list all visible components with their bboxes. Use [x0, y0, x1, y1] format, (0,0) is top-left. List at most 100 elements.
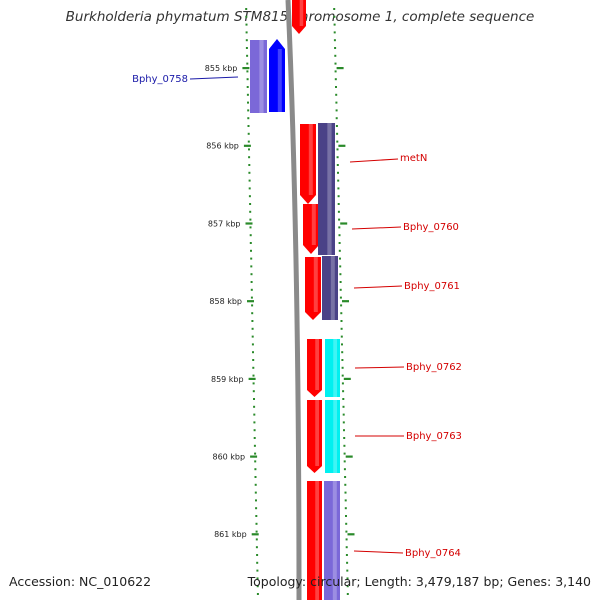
minor-tick: [248, 156, 251, 159]
minor-tick: [338, 234, 341, 237]
minor-tick: [340, 320, 343, 322]
minor-tick: [338, 242, 341, 244]
minor-tick: [246, 86, 249, 88]
leader-line: [189, 76, 239, 80]
major-tick-left: [251, 533, 259, 536]
minor-tick: [254, 452, 257, 455]
minor-tick: [252, 382, 255, 385]
gene-arrow-cyan-1: [325, 339, 340, 397]
minor-tick: [345, 554, 348, 556]
major-tick-right: [336, 67, 344, 70]
gene-label-metn[interactable]: metN: [400, 153, 427, 164]
minor-tick: [336, 156, 339, 159]
minor-tick: [254, 483, 257, 486]
minor-tick: [248, 179, 251, 182]
minor-tick: [249, 226, 252, 229]
minor-tick: [346, 585, 349, 588]
gene-features: [250, 0, 340, 600]
minor-tick: [245, 47, 248, 49]
minor-tick: [256, 561, 259, 564]
leader-line: [353, 550, 404, 554]
minor-tick: [336, 164, 339, 166]
major-tick-right: [342, 300, 349, 303]
minor-tick: [334, 54, 337, 57]
gene-arrow-bphy-0762: [307, 339, 322, 397]
minor-tick: [255, 538, 258, 541]
minor-tick: [250, 281, 253, 283]
minor-tick: [343, 437, 346, 439]
minor-tick: [340, 335, 343, 338]
minor-tick: [254, 491, 257, 494]
leader-line: [351, 226, 402, 230]
major-tick-left: [245, 222, 253, 225]
minor-tick: [248, 148, 250, 151]
minor-tick: [344, 507, 347, 510]
gene-label-bphy-0764[interactable]: Bphy_0764: [405, 548, 461, 559]
minor-tick: [248, 164, 251, 166]
major-tick-right: [340, 222, 348, 225]
minor-tick: [247, 117, 250, 120]
minor-tick: [245, 23, 248, 26]
minor-tick: [254, 460, 257, 463]
minor-tick: [250, 296, 253, 299]
gene-label-bphy-0758[interactable]: Bphy_0758: [132, 74, 188, 85]
minor-tick: [247, 109, 250, 112]
minor-tick: [247, 140, 250, 143]
minor-tick: [253, 437, 256, 439]
gene-label-bphy-0762[interactable]: Bphy_0762: [406, 362, 462, 373]
minor-tick: [341, 366, 344, 369]
gene-label-bphy-0761[interactable]: Bphy_0761: [404, 281, 460, 292]
minor-tick: [249, 203, 252, 205]
minor-tick: [345, 522, 348, 525]
minor-tick: [333, 31, 336, 34]
kbp-label: 859 kbp: [211, 375, 244, 384]
chromosome-backbone: [285, 0, 302, 600]
major-tick-left: [248, 377, 256, 380]
minor-tick: [344, 483, 347, 486]
minor-tick: [247, 132, 250, 135]
minor-tick: [252, 366, 255, 369]
minor-tick: [252, 390, 255, 393]
minor-tick: [343, 429, 345, 432]
gene-arrow-bphy-0764: [307, 481, 322, 600]
minor-tick: [339, 257, 341, 260]
minor-tick: [255, 546, 258, 549]
minor-tick: [337, 210, 340, 213]
minor-tick: [344, 491, 347, 494]
minor-tick: [251, 343, 254, 346]
gene-label-bphy-0763[interactable]: Bphy_0763: [406, 431, 462, 442]
minor-tick: [336, 148, 339, 151]
gene-arrow-reverse-dark-2: [322, 256, 338, 320]
minor-tick: [340, 327, 343, 330]
minor-tick: [246, 62, 249, 65]
kbp-label: 861 kbp: [214, 530, 247, 539]
minor-tick: [337, 171, 339, 174]
minor-tick: [335, 125, 338, 127]
minor-tick: [334, 47, 337, 49]
minor-tick: [255, 522, 258, 525]
minor-tick: [255, 515, 258, 517]
minor-tick: [251, 312, 254, 315]
minor-tick: [253, 444, 256, 447]
minor-tick: [250, 273, 253, 276]
minor-tick: [333, 8, 336, 10]
gene-arrow-reverse-dark-1: [318, 123, 335, 255]
minor-tick: [335, 86, 337, 88]
minor-tick: [251, 304, 254, 307]
minor-tick: [256, 593, 259, 595]
major-tick-left: [242, 67, 250, 70]
minor-tick: [339, 273, 342, 276]
minor-tick: [342, 421, 345, 424]
minor-tick: [333, 15, 336, 18]
minor-tick: [249, 242, 252, 244]
minor-tick: [246, 93, 249, 96]
minor-tick: [345, 538, 348, 541]
gene-arrow-bphy-0763: [307, 400, 322, 473]
minor-tick: [245, 15, 248, 18]
accession-text: Accession: NC_010622: [9, 574, 152, 589]
minor-tick: [255, 499, 257, 502]
gene-label-bphy-0760[interactable]: Bphy_0760: [403, 222, 459, 233]
minor-tick: [345, 546, 348, 549]
gene-arrow-cyan-2: [325, 400, 340, 473]
minor-tick: [249, 234, 252, 237]
